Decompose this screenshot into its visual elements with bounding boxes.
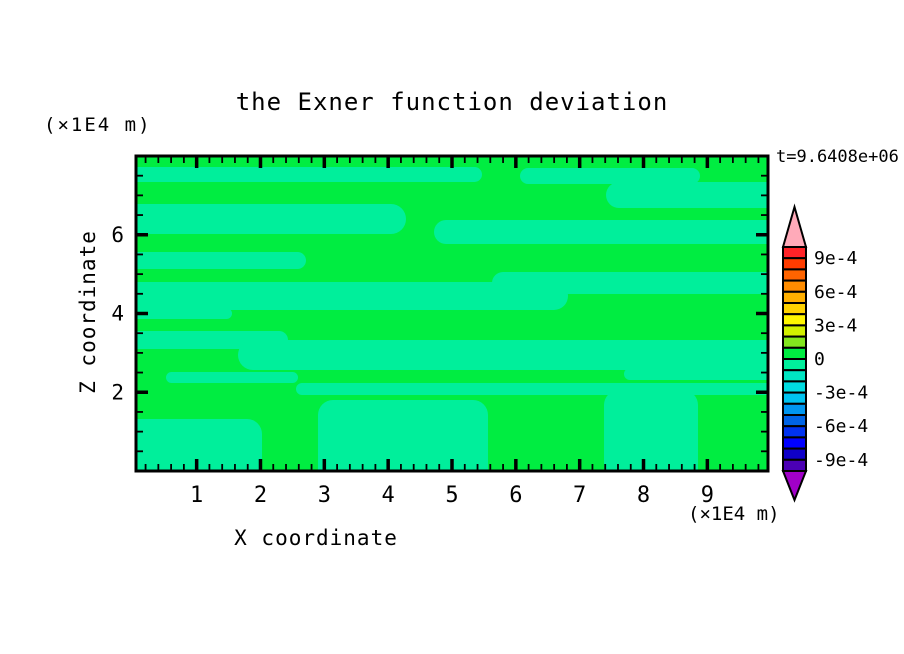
negative-region [136, 252, 306, 269]
colorbar-over-arrow [781, 203, 808, 248]
colorbar-label: 0 [814, 349, 825, 370]
negative-region [136, 167, 482, 182]
negative-region [604, 390, 698, 471]
x-tick-label: 5 [445, 483, 458, 508]
x-axis-title: X coordinate [234, 526, 398, 550]
x-tick-label: 8 [637, 483, 650, 508]
colorbar-cell [782, 425, 807, 439]
colorbar-cell [782, 391, 807, 405]
x-tick-label: 7 [573, 483, 586, 508]
colorbar-cell [782, 436, 807, 450]
z-tick-label: 2 [111, 380, 124, 404]
colorbar-cell [782, 279, 807, 293]
contour-field [136, 156, 768, 471]
colorbar-cell [782, 369, 807, 383]
colorbar-cell [782, 447, 807, 461]
colorbar-label: -3e-4 [814, 383, 868, 404]
negative-region [136, 419, 262, 471]
negative-region [296, 383, 768, 395]
colorbar-cell [782, 257, 807, 271]
negative-region [136, 282, 568, 310]
colorbar-under-arrow [781, 470, 808, 503]
colorbar-cell [782, 458, 807, 472]
x-axis-unit-label: (×1E4 m) [688, 503, 780, 525]
negative-region [606, 182, 768, 208]
negative-region [166, 372, 298, 383]
colorbar-cell [782, 246, 807, 260]
colorbar-label: 3e-4 [814, 315, 857, 336]
chart-title: the Exner function deviation [235, 88, 669, 116]
x-tick-label: 9 [701, 483, 714, 508]
negative-region [434, 220, 768, 244]
z-tick-label: 4 [111, 302, 124, 326]
negative-region [318, 400, 488, 471]
colorbar-cell [782, 402, 807, 416]
colorbar-label: 9e-4 [814, 248, 857, 269]
negative-region [238, 340, 768, 370]
x-tick-label: 1 [190, 483, 203, 508]
colorbar-cell [782, 302, 807, 316]
negative-region [136, 308, 232, 319]
colorbar-cell [782, 290, 807, 304]
colorbar-cell [782, 268, 807, 282]
negative-region [520, 168, 700, 184]
z-axis-unit-label: (×1E4 m) [44, 114, 152, 136]
colorbar-cell [782, 380, 807, 394]
x-tick-label: 2 [254, 483, 267, 508]
negative-region [492, 272, 768, 294]
colorbar-cell [782, 324, 807, 338]
x-tick-label: 4 [382, 483, 395, 508]
colorbar-cell [782, 313, 807, 327]
negative-region [624, 368, 768, 380]
colorbar-label: -9e-4 [814, 450, 868, 471]
colorbar-label: -6e-4 [814, 416, 868, 437]
time-annotation: t=9.6408e+06 [776, 147, 899, 167]
negative-region [136, 204, 406, 234]
colorbar-cell [782, 358, 807, 372]
x-tick-label: 6 [509, 483, 522, 508]
z-tick-label: 6 [111, 223, 124, 247]
colorbar-cell [782, 335, 807, 349]
colorbar-cell [782, 414, 807, 428]
colorbar-cell [782, 346, 807, 360]
x-tick-label: 3 [318, 483, 331, 508]
colorbar-label: 6e-4 [814, 282, 857, 303]
